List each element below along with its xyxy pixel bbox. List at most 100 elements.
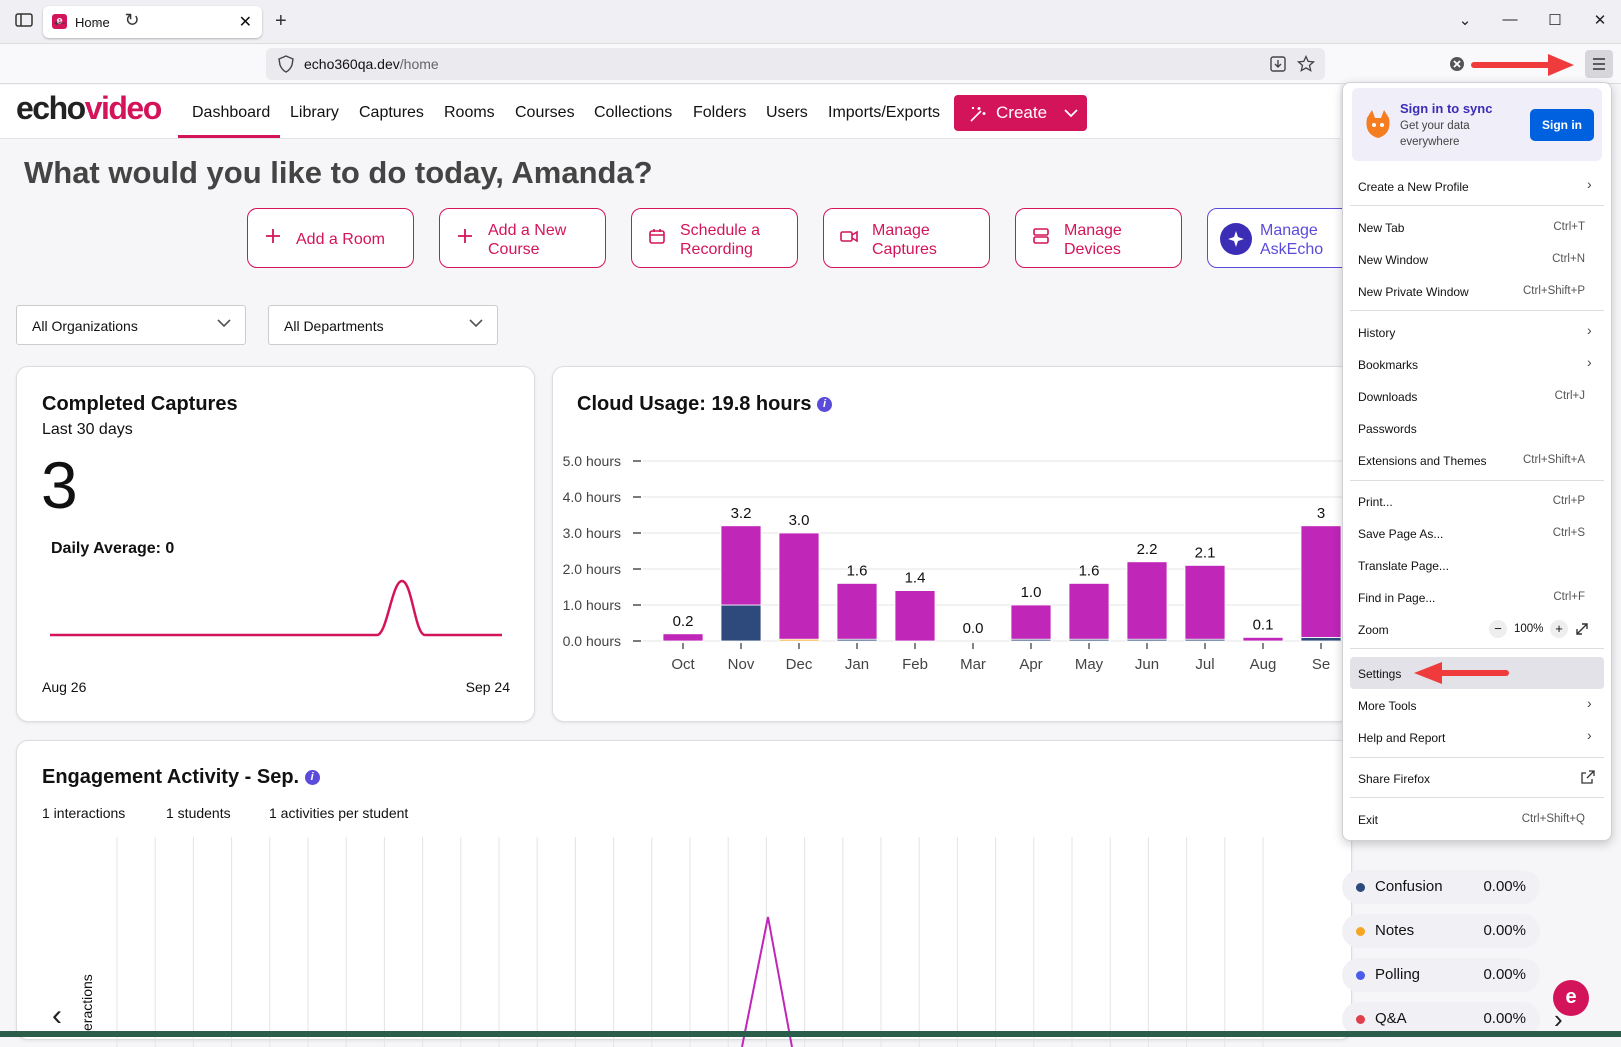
add-new-course-button[interactable]: Add a New Course xyxy=(439,208,606,268)
menu-find-in-page[interactable]: Find in Page... xyxy=(1358,591,1436,605)
organizations-select[interactable]: All Organizations xyxy=(16,305,246,345)
bar-value-label: 0.0 xyxy=(963,620,984,637)
shortcut: Ctrl+Shift+A xyxy=(1523,454,1585,466)
menu-share-firefox[interactable]: Share Firefox xyxy=(1358,772,1431,786)
menu-new-private-window[interactable]: New Private Window xyxy=(1358,285,1469,299)
cloud-usage-chart: 0.0 hours 1.0 hours 2.0 hours 3.0 hours 4.0 … xyxy=(563,453,1343,673)
new-tab-button[interactable]: + xyxy=(275,10,287,32)
legend-pct: 0.00% xyxy=(1483,966,1526,983)
x-tick-label: Se xyxy=(1312,656,1330,673)
menu-exit[interactable]: Exit xyxy=(1358,813,1379,827)
shortcut: Ctrl+T xyxy=(1553,221,1585,233)
browser-tab[interactable]: e Home ✕ xyxy=(43,6,262,38)
chart-next-arrow[interactable]: › xyxy=(1554,1004,1563,1034)
y-tick-label: 0.0 hours xyxy=(563,633,621,649)
nav-library[interactable]: Library xyxy=(290,104,339,121)
x-tick-label: Oct xyxy=(671,656,695,673)
shortcut: Ctrl+Shift+P xyxy=(1523,285,1585,297)
chart-prev-arrow[interactable]: ‹ xyxy=(52,999,62,1032)
nav-captures[interactable]: Captures xyxy=(359,104,424,121)
menu-bookmarks[interactable]: Bookmarks xyxy=(1358,358,1419,372)
sign-in-button[interactable]: Sign in xyxy=(1530,109,1594,141)
nav-folders[interactable]: Folders xyxy=(693,104,747,121)
menu-translate-page[interactable]: Translate Page... xyxy=(1358,559,1449,573)
bar-value-label: 1.4 xyxy=(905,570,926,587)
nav-dashboard[interactable]: Dashboard xyxy=(192,104,271,121)
address-bar[interactable]: echo360qa.dev/home xyxy=(266,48,1325,80)
app-menu-button[interactable] xyxy=(1585,50,1613,78)
window-close-icon[interactable]: ✕ xyxy=(1593,12,1607,29)
zoom-out-button[interactable]: − xyxy=(1489,620,1507,638)
back-icon[interactable]: ← xyxy=(51,10,69,30)
menu-extensions-themes[interactable]: Extensions and Themes xyxy=(1358,454,1487,468)
menu-more-tools[interactable]: More Tools xyxy=(1358,699,1417,713)
zoom-in-button[interactable]: + xyxy=(1550,620,1568,638)
legend-notes: Notes 0.00% xyxy=(1342,914,1540,948)
bar-value-label: 1.6 xyxy=(1079,562,1100,579)
schedule-recording-button[interactable]: Schedule a Recording xyxy=(631,208,798,268)
echovideo-logo[interactable]: echovideo xyxy=(16,90,162,127)
info-icon[interactable]: i xyxy=(304,770,320,786)
menu-save-page[interactable]: Save Page As... xyxy=(1358,527,1444,541)
sidebar-toggle-icon[interactable] xyxy=(13,9,35,31)
bar-value-label: 0.2 xyxy=(673,613,694,630)
legend-name: Notes xyxy=(1375,922,1415,939)
tracking-shield-icon[interactable] xyxy=(278,55,294,73)
app-header xyxy=(0,85,1340,139)
firefox-account-icon xyxy=(1366,110,1390,138)
menu-new-window[interactable]: New Window xyxy=(1358,253,1429,267)
menu-help-report[interactable]: Help and Report xyxy=(1358,731,1446,745)
forward-icon[interactable]: → xyxy=(86,10,104,30)
menu-history[interactable]: History xyxy=(1358,326,1396,340)
legend-name: Confusion xyxy=(1375,878,1443,895)
save-to-pocket-icon[interactable] xyxy=(1269,55,1287,73)
annotation-arrow-icon xyxy=(1414,662,1509,684)
menu-create-profile[interactable]: Create a New Profile xyxy=(1358,180,1469,194)
nav-courses[interactable]: Courses xyxy=(515,104,575,121)
y-tick-label: 5.0 hours xyxy=(563,453,621,469)
extension-icon[interactable] xyxy=(1449,56,1465,72)
url-host: echo360qa.dev xyxy=(304,56,400,72)
menu-print[interactable]: Print... xyxy=(1358,495,1393,509)
nav-imports-exports[interactable]: Imports/Exports xyxy=(828,104,941,121)
captures-count: 3 xyxy=(41,448,78,522)
menu-downloads[interactable]: Downloads xyxy=(1358,390,1418,404)
sparkline-start-label: Aug 26 xyxy=(42,679,87,695)
nav-collections[interactable]: Collections xyxy=(594,104,673,121)
devices-icon xyxy=(1033,228,1049,244)
manage-captures-button[interactable]: Manage Captures xyxy=(823,208,990,268)
minimize-icon[interactable]: — xyxy=(1502,11,1518,28)
fullscreen-icon[interactable] xyxy=(1575,622,1589,636)
tab-list-chevron-icon[interactable]: ⌄ xyxy=(1458,12,1472,29)
action-label: Manage Devices xyxy=(1064,222,1122,258)
active-nav-underline xyxy=(178,135,280,138)
nav-users[interactable]: Users xyxy=(766,104,808,121)
manage-devices-button[interactable]: Manage Devices xyxy=(1015,208,1182,268)
create-button[interactable]: Create xyxy=(954,95,1087,131)
manage-askecho-button[interactable]: Manage AskEcho xyxy=(1207,208,1357,268)
menu-passwords[interactable]: Passwords xyxy=(1358,422,1417,436)
add-room-button[interactable]: Add a Room xyxy=(247,208,414,268)
bar-segment-main xyxy=(836,582,878,640)
menu-new-tab[interactable]: New Tab xyxy=(1358,221,1405,235)
tab-close-icon[interactable]: ✕ xyxy=(238,14,252,31)
page-greeting: What would you like to do today, Amanda? xyxy=(24,155,653,190)
y-tick-label: 1.0 hours xyxy=(563,597,621,613)
zoom-level[interactable]: 100% xyxy=(1514,623,1544,635)
action-label: Add a Room xyxy=(296,231,385,248)
bar-segment-main xyxy=(720,525,762,606)
bar-value-label: 1.6 xyxy=(847,562,868,579)
departments-select[interactable]: All Departments xyxy=(268,305,498,345)
bookmark-star-icon[interactable] xyxy=(1297,55,1315,73)
bar-value-label: 1.0 xyxy=(1021,584,1042,601)
chevron-down-icon xyxy=(1064,109,1078,118)
maximize-icon[interactable]: ☐ xyxy=(1548,12,1562,29)
menu-settings[interactable]: Settings xyxy=(1358,667,1402,681)
card-title: Completed Captures xyxy=(42,393,238,415)
reload-icon[interactable]: ↻ xyxy=(124,10,140,30)
nav-rooms[interactable]: Rooms xyxy=(444,104,495,121)
completed-captures-card: Completed Captures Last 30 days 3 Daily … xyxy=(16,366,535,722)
bar-value-label: 3.2 xyxy=(731,505,752,522)
info-icon[interactable]: i xyxy=(817,397,833,413)
echo-assistant-button[interactable]: e xyxy=(1553,980,1589,1016)
